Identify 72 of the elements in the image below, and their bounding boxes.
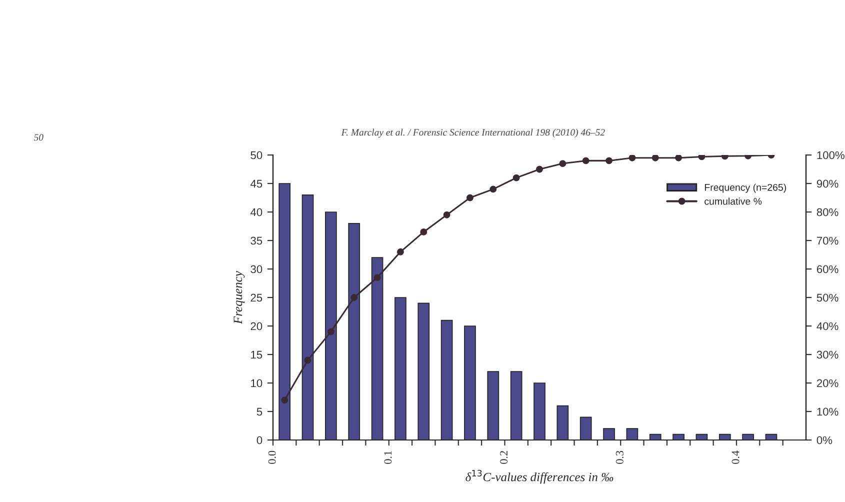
y-tick-label: 25 <box>250 294 262 302</box>
text: F. Marclay et al. / Forensic Science International 198 (2010) 46–52 <box>341 128 605 138</box>
point <box>675 155 682 162</box>
x-tick-label: 0.3 <box>616 450 624 464</box>
point <box>304 356 312 364</box>
point <box>512 174 520 182</box>
point <box>281 396 288 404</box>
bar <box>371 257 384 440</box>
point <box>628 155 636 162</box>
bar <box>626 428 638 440</box>
bar <box>487 371 500 440</box>
point <box>536 166 543 173</box>
bar <box>534 382 546 440</box>
point <box>374 274 381 282</box>
y2-tick-label: 0% <box>816 436 832 444</box>
bar <box>440 320 453 440</box>
bar <box>325 212 337 440</box>
point <box>396 248 404 256</box>
point <box>582 157 590 164</box>
y-tick-label: 45 <box>250 180 262 188</box>
y-tick-label: 15 <box>251 350 262 359</box>
bar <box>348 222 360 440</box>
bar <box>718 434 731 440</box>
y2-tick-label: 80% <box>816 208 838 216</box>
y2-tick-label: 30% <box>816 350 838 359</box>
y-tick-label: 20 <box>250 322 262 330</box>
y2-tick-label: 10% <box>817 408 838 416</box>
bar <box>580 416 592 440</box>
y2-tick-label: 20% <box>816 379 838 388</box>
point <box>420 228 428 236</box>
y-tick-label: 10 <box>251 379 262 388</box>
bar <box>556 405 569 440</box>
point <box>490 186 497 193</box>
bar <box>394 297 406 440</box>
y-tick-label: 40 <box>250 208 262 216</box>
y-tick-label: 35 <box>250 236 262 245</box>
bar <box>302 194 314 440</box>
y-tick-label: 0 <box>256 436 262 444</box>
y2-tick-label: 50% <box>816 294 838 302</box>
bar <box>464 326 476 440</box>
bar <box>672 434 684 440</box>
y2-tick-label: 40% <box>816 322 838 330</box>
point <box>698 155 706 160</box>
x-tick-label: 0.2 <box>500 451 508 464</box>
point <box>606 157 612 164</box>
point <box>466 194 474 202</box>
legend-label: Frequency (n=265) <box>704 184 786 193</box>
x-tick-label: 0.4 <box>732 450 740 464</box>
legend-label: cumulative % <box>704 198 762 205</box>
x-tick-label: 0.0 <box>268 450 276 464</box>
bar <box>649 434 662 440</box>
y-tick-label: 30 <box>250 265 262 274</box>
y-tick-label: 50 <box>250 151 262 160</box>
point <box>350 294 358 301</box>
y2-tick-label: 100% <box>817 151 844 160</box>
y2-tick-label: 90% <box>816 180 838 188</box>
bar <box>510 371 522 440</box>
point <box>559 160 566 168</box>
x-tick-label: 0.1 <box>384 451 392 464</box>
text: 50 <box>34 134 44 141</box>
point <box>652 155 659 162</box>
y-tick-label: 5 <box>256 408 262 416</box>
bar <box>418 302 430 440</box>
y-axis-title: Frequency <box>234 271 245 324</box>
y2-tick-label: 60% <box>816 265 838 274</box>
bar <box>278 183 291 440</box>
point <box>327 328 334 336</box>
x-axis-title: δ$^{13}$C-values differences in ‰ <box>466 470 614 484</box>
point <box>443 211 450 218</box>
y2-tick-label: 70% <box>816 236 838 245</box>
bar <box>742 434 754 440</box>
bar <box>603 428 615 440</box>
